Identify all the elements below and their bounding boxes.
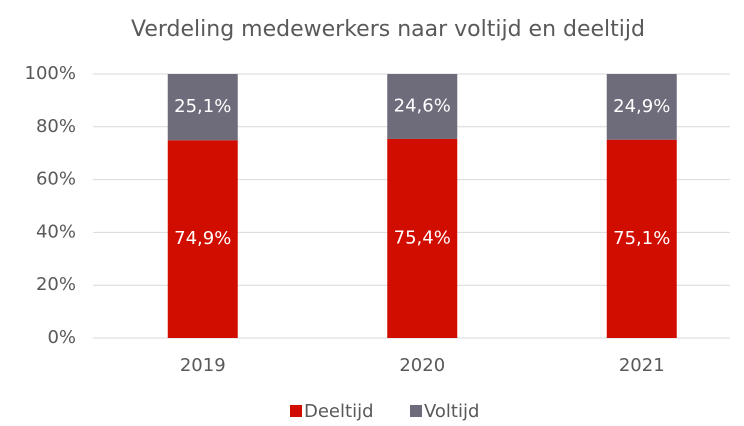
bar-segment — [167, 140, 238, 338]
data-label: 25,1% — [174, 96, 231, 117]
data-label: 24,6% — [394, 95, 451, 116]
bar-segment — [606, 139, 677, 338]
y-tick-label: 80% — [36, 116, 76, 137]
y-tick-label: 0% — [47, 327, 76, 348]
bar-segment — [606, 74, 677, 140]
legend-label: Voltijd — [424, 401, 479, 422]
y-tick-label: 60% — [36, 169, 76, 190]
data-label: 75,1% — [613, 228, 670, 249]
x-tick-label: 2020 — [399, 355, 445, 376]
legend-label: Deeltijd — [304, 401, 374, 422]
data-label: 24,9% — [613, 96, 670, 117]
legend-swatch — [290, 405, 302, 417]
bar-segment — [387, 138, 458, 338]
bar-segment — [387, 74, 458, 139]
x-tick-label: 2019 — [180, 355, 226, 376]
y-tick-label: 100% — [25, 63, 76, 84]
x-tick-label: 2021 — [619, 355, 665, 376]
y-tick-label: 40% — [36, 221, 76, 242]
y-tick-label: 20% — [36, 274, 76, 295]
data-label: 75,4% — [394, 227, 451, 248]
bar-segment — [167, 74, 238, 141]
chart-title: Verdeling medewerkers naar voltijd en de… — [131, 17, 645, 42]
data-label: 74,9% — [174, 228, 231, 249]
legend-swatch — [410, 405, 422, 417]
